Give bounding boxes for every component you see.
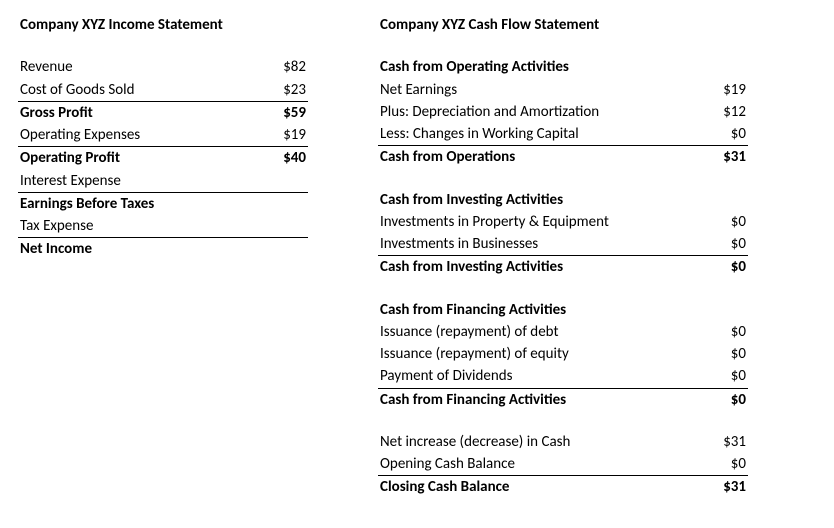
section-heading: Cash from Financing Activities: [378, 299, 748, 321]
income-row-value: [253, 215, 308, 238]
cf-row-label: Issuance (repayment) of equity: [378, 343, 693, 365]
income-row-label: Operating Profit: [18, 147, 253, 170]
income-title: Company XYZ Income Statement: [18, 14, 308, 36]
income-row-label: Interest Expense: [18, 170, 253, 193]
income-row-value: $59: [253, 101, 308, 124]
cf-row-label: Less: Changes in Working Capital: [378, 123, 693, 146]
income-row-value: $19: [253, 124, 308, 147]
income-row-value: $40: [253, 147, 308, 170]
cf-row-label: Investments in Businesses: [378, 233, 693, 256]
cf-total-label: Cash from Investing Activities: [378, 256, 693, 279]
cf-row-label: Investments in Property & Equipment: [378, 211, 693, 233]
cf-row-value: $0: [693, 365, 748, 388]
income-row-label: Tax Expense: [18, 215, 253, 238]
section-heading: Cash from Operating Activities: [378, 56, 748, 78]
income-row-label: Net Income: [18, 238, 253, 261]
income-row-value: $23: [253, 79, 308, 102]
cf-row-label: Net Earnings: [378, 79, 693, 101]
cf-total-label: Cash from Operations: [378, 146, 693, 169]
cf-row-value: $0: [693, 321, 748, 343]
cf-total-label: Closing Cash Balance: [378, 476, 693, 499]
section-heading: Cash from Investing Activities: [378, 189, 748, 211]
cf-row-label: Issuance (repayment) of debt: [378, 321, 693, 343]
cf-total-value: $0: [693, 388, 748, 411]
cf-row-value: $12: [693, 101, 748, 123]
cf-row-label: Net increase (decrease) in Cash: [378, 431, 693, 453]
cf-row-value: $0: [693, 211, 748, 233]
income-row-value: $82: [253, 56, 308, 78]
cf-total-value: $31: [693, 146, 748, 169]
cashflow-title: Company XYZ Cash Flow Statement: [378, 14, 748, 36]
cf-row-value: $0: [693, 343, 748, 365]
cashflow-statement: Company XYZ Cash Flow Statement Cash fro…: [378, 14, 748, 499]
cf-row-label: Plus: Depreciation and Amortization: [378, 101, 693, 123]
cf-total-label: Cash from Financing Activities: [378, 388, 693, 411]
income-statement: Company XYZ Income Statement Revenue $82…: [18, 14, 308, 499]
cf-row-label: Opening Cash Balance: [378, 453, 693, 476]
cf-row-label: Payment of Dividends: [378, 365, 693, 388]
cf-row-value: $31: [693, 431, 748, 453]
income-row-label: Revenue: [18, 56, 253, 78]
cf-row-value: $0: [693, 123, 748, 146]
income-row-label: Operating Expenses: [18, 124, 253, 147]
cf-row-value: $0: [693, 453, 748, 476]
cf-row-value: $0: [693, 233, 748, 256]
income-row-value: [253, 170, 308, 193]
income-row-value: [253, 192, 308, 215]
cf-total-value: $31: [693, 476, 748, 499]
cf-total-value: $0: [693, 256, 748, 279]
cf-row-value: $19: [693, 79, 748, 101]
income-row-label: Earnings Before Taxes: [18, 192, 253, 215]
income-row-value: [253, 238, 308, 261]
income-row-label: Gross Profit: [18, 101, 253, 124]
income-row-label: Cost of Goods Sold: [18, 79, 253, 102]
